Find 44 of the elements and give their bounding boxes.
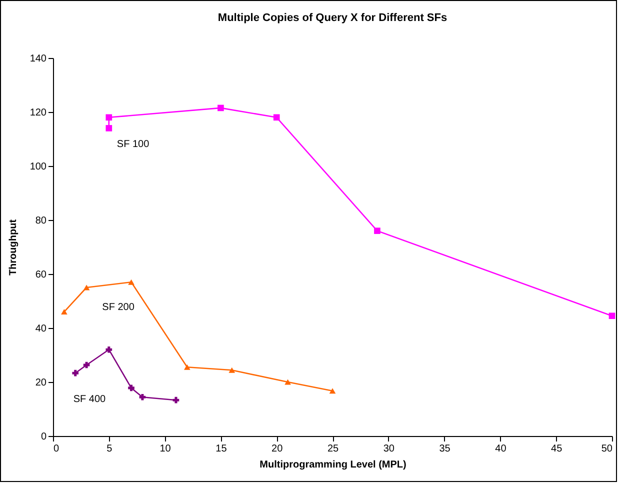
series-label: SF 200 <box>102 302 135 313</box>
x-tick-label: 25 <box>327 444 339 454</box>
point <box>83 284 90 290</box>
x-tick-label: 0 <box>54 444 60 454</box>
y-tick-label: 0 <box>40 432 47 442</box>
point <box>228 367 236 373</box>
y-tick-label: 120 <box>30 108 47 118</box>
point <box>172 396 180 404</box>
point <box>106 125 112 132</box>
point <box>139 394 146 400</box>
series-label: SF 100 <box>116 139 150 150</box>
point <box>608 312 616 320</box>
point <box>106 346 112 353</box>
y-tick-label: 20 <box>35 378 47 388</box>
x-tick-label: 35 <box>439 444 451 454</box>
point <box>329 388 336 394</box>
point <box>83 362 90 368</box>
y-tick-label: 80 <box>35 216 47 226</box>
point <box>273 114 280 121</box>
point <box>184 364 190 370</box>
x-tick-label: 50 <box>601 444 613 454</box>
x-axis-title: Multiprogramming Level (MPL) <box>260 460 406 470</box>
x-tick-label: 45 <box>551 444 563 454</box>
y-tick-label: 40 <box>35 324 47 334</box>
x-tick-label: 30 <box>383 444 395 454</box>
point <box>106 114 112 121</box>
x-tick-label: 20 <box>272 444 284 454</box>
y-tick-label: 140 <box>30 54 47 64</box>
y-axis-title: Throughput <box>8 218 19 276</box>
point <box>218 104 224 112</box>
point <box>284 379 291 385</box>
y-tick-label: 100 <box>30 162 47 172</box>
point <box>61 309 68 315</box>
point <box>72 370 79 376</box>
series-label: SF 400 <box>73 394 106 406</box>
x-tick-label: 15 <box>216 444 228 454</box>
point <box>374 228 380 234</box>
x-tick-label: 10 <box>160 444 172 454</box>
x-tick-label: 40 <box>495 444 507 454</box>
x-tick-label: 5 <box>106 444 113 454</box>
point <box>128 279 134 285</box>
point <box>128 384 134 392</box>
y-tick-label: 60 <box>35 270 47 280</box>
chart-title: Multiple Copies of Query X for Different SFs <box>218 12 448 24</box>
